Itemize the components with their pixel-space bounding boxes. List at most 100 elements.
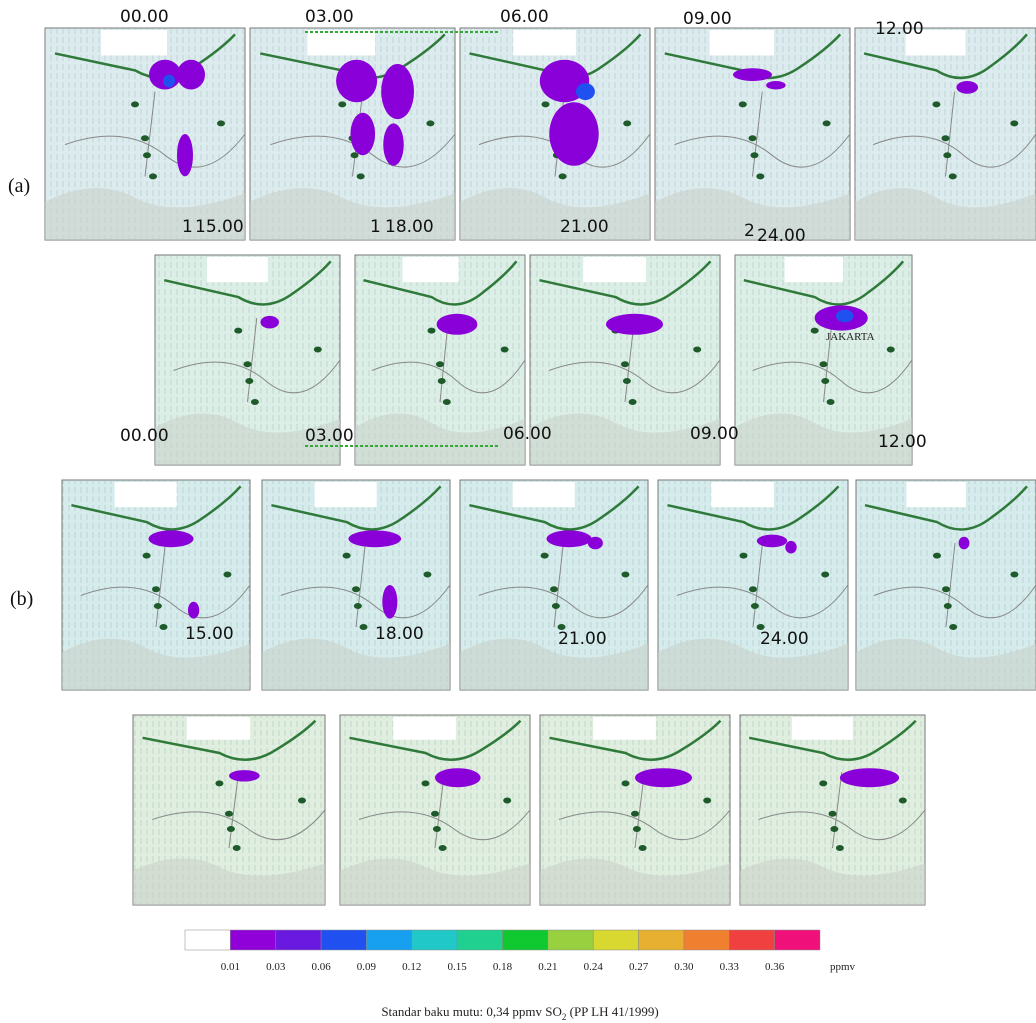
plume — [350, 113, 375, 155]
map-panel — [262, 480, 450, 690]
station — [338, 101, 346, 107]
time-label: 24.00 — [757, 226, 806, 246]
map-panel — [540, 715, 730, 905]
map-panel — [740, 715, 925, 905]
station — [942, 586, 950, 592]
station — [436, 361, 444, 367]
time-label: 09.00 — [690, 424, 739, 444]
station — [693, 347, 701, 353]
station — [949, 173, 957, 179]
station — [932, 101, 940, 107]
time-label: 12.00 — [878, 432, 927, 452]
station — [141, 135, 149, 141]
plume — [836, 310, 854, 323]
station — [149, 173, 157, 179]
station — [623, 120, 631, 126]
time-label: 06.00 — [503, 424, 552, 444]
station — [629, 399, 637, 405]
station — [154, 603, 162, 609]
station — [943, 152, 951, 158]
station — [552, 603, 560, 609]
station — [217, 120, 225, 126]
time-label: 2 — [744, 221, 755, 241]
station — [160, 624, 168, 630]
plume — [188, 602, 199, 619]
time-label: 09.00 — [683, 9, 732, 29]
plume — [148, 530, 193, 547]
label-box — [393, 717, 456, 740]
plume — [382, 585, 397, 619]
station — [423, 572, 431, 578]
station — [541, 553, 549, 559]
plume — [381, 64, 414, 119]
station — [830, 826, 838, 832]
plume — [766, 81, 786, 89]
color-swatch — [593, 930, 638, 950]
station — [143, 553, 151, 559]
station — [821, 378, 829, 384]
station — [314, 347, 322, 353]
time-label: JAKARTA — [826, 331, 875, 343]
caption-suffix: (PP LH 41/1999) — [566, 1004, 658, 1019]
station — [245, 378, 253, 384]
colorbar-label: 0.06 — [311, 961, 331, 973]
label-box — [315, 482, 377, 507]
station — [550, 586, 558, 592]
label-box — [513, 30, 576, 55]
station — [343, 553, 351, 559]
color-swatch — [503, 930, 548, 950]
plume — [733, 68, 772, 81]
map-panel — [658, 480, 848, 690]
station — [639, 845, 647, 851]
station — [621, 572, 629, 578]
color-swatch — [639, 930, 684, 950]
time-label: 1 — [370, 217, 381, 237]
station — [351, 152, 359, 158]
time-label: 00.00 — [120, 426, 169, 446]
color-swatch — [185, 930, 230, 950]
station — [298, 798, 306, 804]
station — [559, 173, 567, 179]
colorbar-label: 0.33 — [720, 961, 740, 973]
label-box — [906, 482, 965, 507]
station — [244, 361, 252, 367]
plume — [959, 537, 970, 550]
plume — [336, 60, 377, 102]
station — [821, 572, 829, 578]
station — [438, 378, 446, 384]
map-panel — [460, 28, 650, 240]
plume — [546, 530, 591, 547]
station — [227, 826, 235, 832]
colorbar-label: 0.01 — [221, 961, 240, 973]
color-swatch — [321, 930, 366, 950]
station — [152, 586, 160, 592]
station — [739, 101, 747, 107]
plume — [177, 134, 193, 176]
time-label: 18.00 — [375, 624, 424, 644]
figure: (a) (b) 00.0003.0006.0009.0012.0015.0018… — [0, 0, 1036, 1023]
station — [823, 120, 831, 126]
station — [233, 845, 241, 851]
map-panel — [250, 28, 455, 240]
plume — [177, 60, 205, 90]
time-label: 03.00 — [305, 426, 354, 446]
station — [949, 624, 957, 630]
plume — [435, 768, 481, 787]
station — [354, 603, 362, 609]
station — [352, 586, 360, 592]
station — [143, 152, 151, 158]
label-box — [711, 482, 774, 507]
station — [428, 328, 436, 334]
station — [633, 826, 641, 832]
time-label: 15.00 — [185, 624, 234, 644]
label-box — [792, 717, 853, 740]
station — [751, 603, 759, 609]
colorbar-label: 0.15 — [448, 961, 468, 973]
section-label: (b) — [10, 588, 33, 610]
station — [836, 845, 844, 851]
plume — [635, 768, 692, 787]
station — [750, 152, 758, 158]
colorbar-label: 0.12 — [402, 961, 421, 973]
colorbar-label: 0.30 — [674, 961, 694, 973]
